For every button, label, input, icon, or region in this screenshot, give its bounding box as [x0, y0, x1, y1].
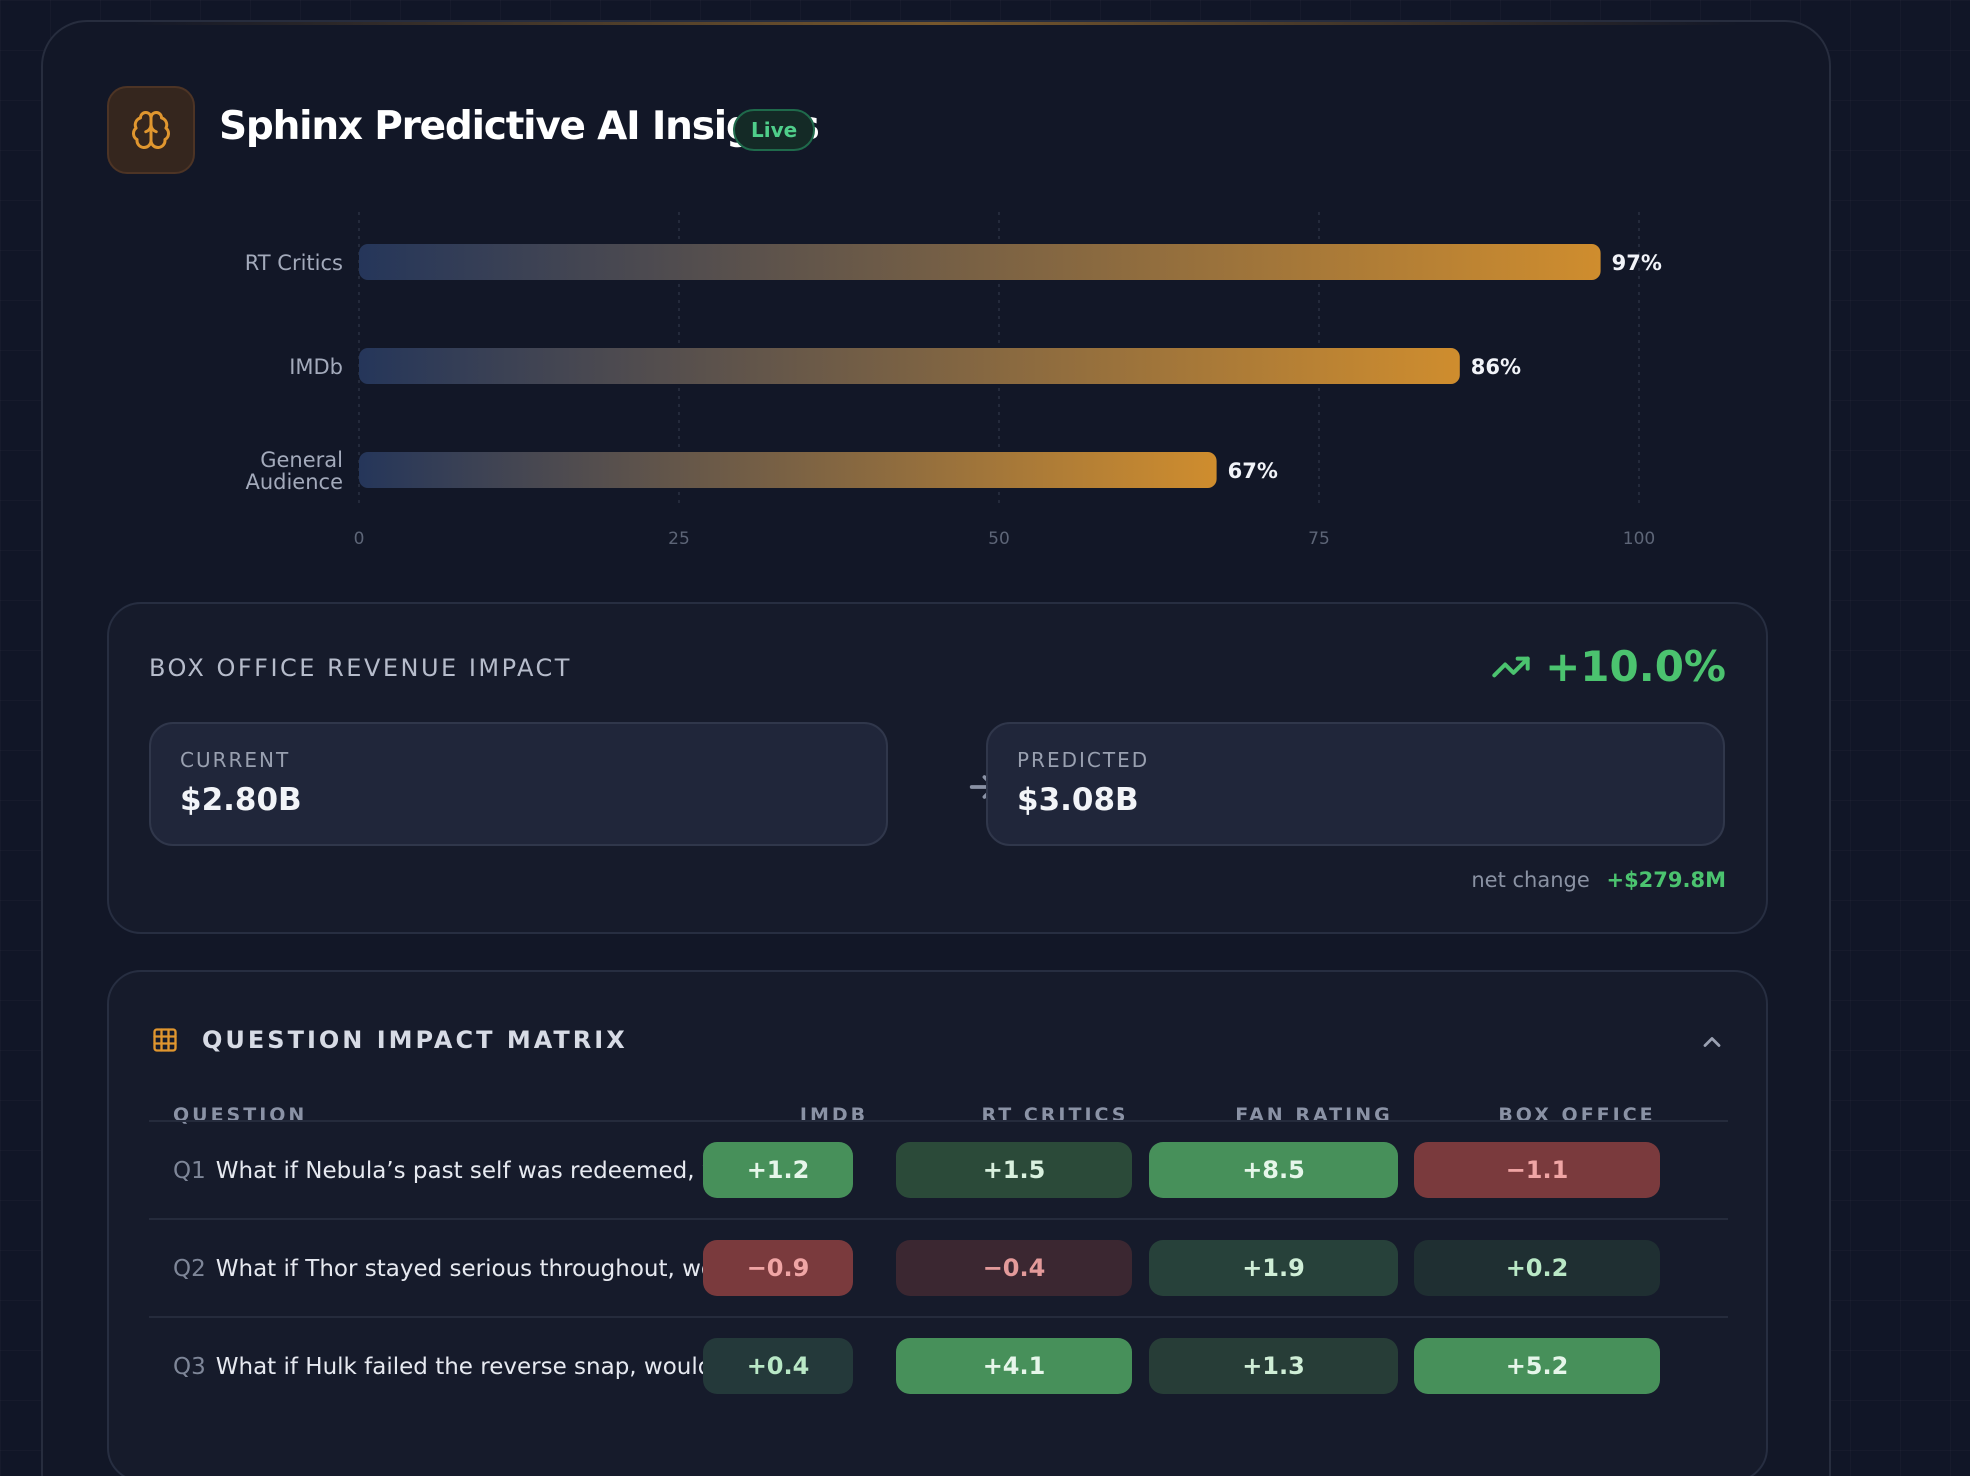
current-value: $2.80B	[180, 782, 302, 818]
impact-cell-rt-critics: −0.4	[896, 1240, 1132, 1296]
bar-0	[359, 244, 1601, 280]
impact-cell-box-office: +0.2	[1414, 1240, 1660, 1296]
question-impact-matrix: QUESTION IMPACT MATRIX QUESTION IMDB RT …	[107, 970, 1768, 1476]
ratings-chart-svg: 0 25 50 75 100 RT Critics 97% IMDb 86% General Aud…	[245, 212, 1662, 549]
impact-cell-rt-critics: +1.5	[896, 1142, 1132, 1198]
net-change: net change +$279.8M	[1471, 868, 1726, 892]
revenue-impact-title: BOX OFFICE REVENUE IMPACT	[149, 654, 572, 682]
question-cell: Q1 What if Nebula’s past self was redeeme…	[173, 1122, 773, 1220]
current-revenue-box: CURRENT $2.80B	[149, 722, 888, 846]
impact-cell-box-office: −1.1	[1414, 1142, 1660, 1198]
category-label-0: RT Critics	[245, 251, 343, 275]
revenue-impact-card: BOX OFFICE REVENUE IMPACT +10.0% CURRENT…	[107, 602, 1768, 934]
x-tick-label-25: 25	[668, 529, 690, 549]
impact-cell-imdb: −0.9	[703, 1240, 853, 1296]
bar-2	[359, 452, 1217, 488]
value-label-1: 86%	[1471, 355, 1521, 379]
ratings-bar-chart: 0 25 50 75 100 RT Critics 97% IMDb 86% General Aud…	[43, 192, 1743, 572]
net-change-label: net change	[1471, 868, 1590, 892]
question-cell: Q2 What if Thor stayed serious throughout…	[173, 1220, 773, 1318]
question-text: What if Hulk failed the reverse snap, wo…	[215, 1354, 766, 1380]
net-change-value: +$279.8M	[1606, 868, 1726, 892]
impact-cell-fan-rating: +1.9	[1149, 1240, 1398, 1296]
live-badge: Live	[733, 109, 816, 151]
page-title: Sphinx Predictive AI Insights	[219, 104, 820, 149]
predicted-revenue-box: PREDICTED $3.08B	[986, 722, 1725, 846]
impact-cell-rt-critics: +4.1	[896, 1338, 1132, 1394]
bar-1	[359, 348, 1460, 384]
category-label-1: IMDb	[289, 355, 343, 379]
question-number: Q2	[173, 1256, 206, 1282]
question-text: What if Nebula’s past self was redeemed,…	[215, 1158, 772, 1184]
impact-cell-imdb: +0.4	[703, 1338, 853, 1394]
insights-panel: Sphinx Predictive AI Insights Live 0 25 50…	[41, 20, 1831, 1476]
value-label-0: 97%	[1612, 251, 1662, 275]
table-row[interactable]: Q1 What if Nebula’s past self was redeeme…	[149, 1120, 1728, 1218]
brain-icon-box	[107, 86, 195, 174]
table-row[interactable]: Q3 What if Hulk failed the reverse snap, …	[149, 1316, 1728, 1414]
impact-cell-box-office: +5.2	[1414, 1338, 1660, 1394]
grid-icon	[153, 1028, 177, 1052]
predicted-value: $3.08B	[1017, 782, 1139, 818]
x-tick-label-75: 75	[1308, 529, 1330, 549]
trending-up-icon	[1492, 656, 1530, 677]
impact-cell-imdb: +1.2	[703, 1142, 853, 1198]
impact-cell-fan-rating: +8.5	[1149, 1142, 1398, 1198]
category-label-2: General Audience	[245, 448, 343, 494]
matrix-title: QUESTION IMPACT MATRIX	[202, 1026, 628, 1054]
question-cell: Q3 What if Hulk failed the reverse snap, …	[173, 1318, 773, 1416]
x-tick-label-0: 0	[354, 529, 365, 549]
x-tick-label-50: 50	[988, 529, 1010, 549]
brain-icon	[132, 111, 170, 149]
chevron-up-icon[interactable]	[1698, 1028, 1726, 1056]
impact-cell-fan-rating: +1.3	[1149, 1338, 1398, 1394]
x-tick-label-100: 100	[1623, 529, 1655, 549]
table-row[interactable]: Q2 What if Thor stayed serious throughout…	[149, 1218, 1728, 1316]
revenue-change: +10.0%	[1491, 642, 1726, 691]
current-label: CURRENT	[180, 748, 291, 772]
question-number: Q3	[173, 1354, 206, 1380]
revenue-change-pct: +10.0%	[1545, 642, 1726, 691]
predicted-label: PREDICTED	[1017, 748, 1150, 772]
question-number: Q1	[173, 1158, 206, 1184]
question-text: What if Thor stayed serious throughout, …	[215, 1256, 758, 1282]
value-label-2: 67%	[1228, 459, 1278, 483]
